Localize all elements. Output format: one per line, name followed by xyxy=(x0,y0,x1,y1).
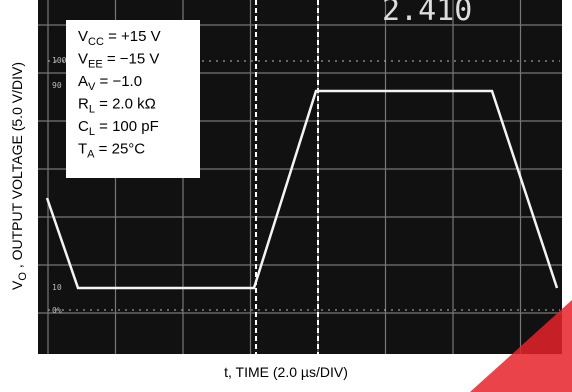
condition: CL = 100 pF xyxy=(78,118,159,138)
condition-rest: = −15 V xyxy=(103,51,160,68)
conditions-box xyxy=(66,20,200,178)
condition-sub: CC xyxy=(88,36,104,48)
condition-rest: = 2.0 kΩ xyxy=(95,96,156,113)
screen-readout: 2.410 xyxy=(382,0,472,28)
condition-rest: = +15 V xyxy=(104,28,161,45)
x-label-unit: µs xyxy=(301,364,316,380)
condition-main: T xyxy=(78,141,87,158)
condition-main: V xyxy=(78,28,88,45)
condition-sub: L xyxy=(89,126,95,138)
scale-mark: 100 xyxy=(52,56,67,65)
watermark xyxy=(470,300,572,392)
y-label-sub: O xyxy=(17,272,29,281)
condition: VCC = +15 V xyxy=(78,28,161,48)
condition-sub: V xyxy=(88,81,96,93)
y-label-main: V xyxy=(9,280,25,290)
trace xyxy=(45,89,559,290)
condition: TA = 25°C xyxy=(78,141,145,161)
scale-mark: 10 xyxy=(52,283,62,292)
condition: VEE = −15 V xyxy=(78,51,159,71)
condition-sub: EE xyxy=(88,59,103,71)
condition-rest: = −1.0 xyxy=(95,73,142,90)
scale-mark: 0% xyxy=(52,306,62,315)
condition: RL = 2.0 kΩ xyxy=(78,96,156,116)
x-label-post: /DIV) xyxy=(316,364,348,380)
condition-main: V xyxy=(78,51,88,68)
cursors xyxy=(255,0,319,354)
condition-main: A xyxy=(78,73,88,90)
condition-main: C xyxy=(78,118,89,135)
condition-rest: = 25°C xyxy=(95,141,146,158)
y-label-rest: , OUTPUT VOLTAGE (5.0 V/DIV) xyxy=(9,62,25,272)
x-label-pre: t, TIME (2.0 xyxy=(224,364,301,380)
condition-rest: = 100 pF xyxy=(95,118,159,135)
condition-main: R xyxy=(78,96,89,113)
x-axis-label: t, TIME (2.0 µs/DIV) xyxy=(224,364,348,380)
condition: AV = −1.0 xyxy=(78,73,142,93)
condition-sub: L xyxy=(89,104,95,116)
y-axis-label: VO , OUTPUT VOLTAGE (5.0 V/DIV) xyxy=(9,62,29,290)
condition-sub: A xyxy=(87,149,95,161)
scale-mark: 90 xyxy=(52,81,62,90)
